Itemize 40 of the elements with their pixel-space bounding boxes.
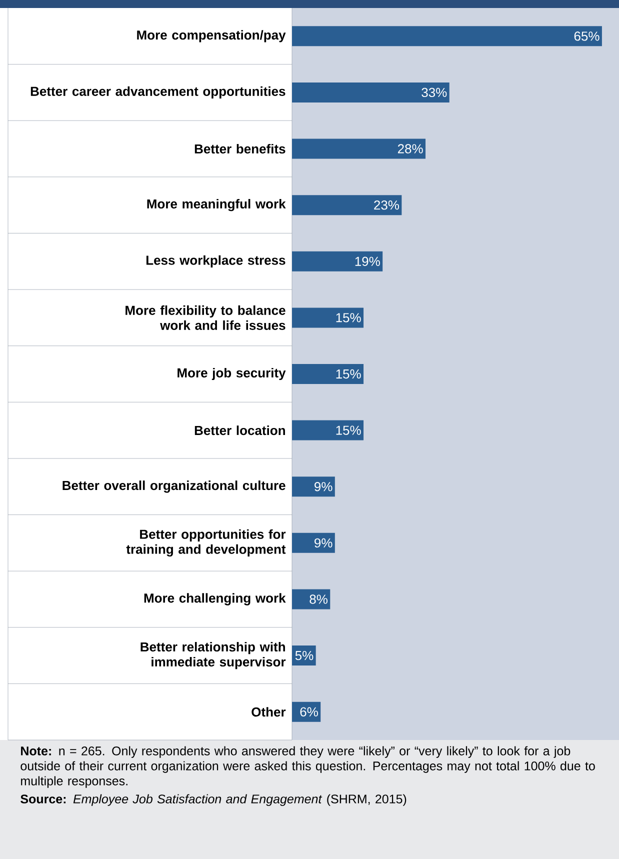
y-tick-label: Better overall organizational culture — [62, 480, 286, 493]
data-label: 15% — [336, 426, 361, 435]
y-tick-label: More challenging work — [144, 593, 286, 606]
y-tick-label: Better location — [194, 426, 285, 436]
bar — [292, 476, 335, 497]
bar — [292, 364, 364, 384]
data-label: 9% — [314, 538, 332, 548]
bar — [292, 420, 364, 440]
y-tick-label: More job security — [178, 368, 286, 380]
text: Note: n = 265. Only respondents who answered they were “likely” or “very likely” to look for a job outside of their current organization were asked this question. Percentages may not total 100% due to multiple responses. — [20, 746, 595, 788]
y-tick-label: Better career advancement opportunities — [30, 86, 286, 99]
bar — [292, 138, 426, 159]
y-tick-label: More flexibility to balance work and life issues — [126, 305, 286, 330]
y-tick-label: Better benefits — [194, 144, 286, 154]
data-label: 9% — [314, 482, 332, 492]
bar — [292, 589, 330, 610]
text: Source: Employee Job Satisfaction and Engagement (SHRM, 2015) — [20, 794, 406, 806]
data-label: 19% — [355, 256, 380, 266]
bar — [292, 26, 602, 46]
bar — [292, 702, 321, 722]
data-label: 6% — [300, 707, 318, 716]
y-tick-label: More compensation/pay — [137, 30, 286, 42]
data-label: 65% — [574, 32, 600, 41]
data-label: 8% — [310, 594, 328, 604]
y-tick-label: Better relationship with immediate supervisor — [140, 642, 286, 670]
bar — [292, 532, 335, 553]
y-tick-label: Less workplace stress — [146, 255, 286, 268]
y-tick-label: More meaningful work — [147, 198, 286, 212]
data-label: 15% — [336, 313, 361, 322]
data-label: 23% — [374, 200, 400, 210]
bar — [292, 308, 364, 328]
y-tick-label: Better opportunities for training and development — [126, 529, 286, 557]
bar — [292, 82, 450, 102]
data-label: 33% — [422, 88, 447, 98]
data-label: 5% — [295, 650, 314, 660]
bar — [292, 195, 402, 216]
y-tick-label: Other — [252, 707, 286, 717]
data-label: 15% — [336, 369, 361, 379]
data-label: 28% — [398, 144, 423, 154]
bar — [292, 251, 383, 272]
